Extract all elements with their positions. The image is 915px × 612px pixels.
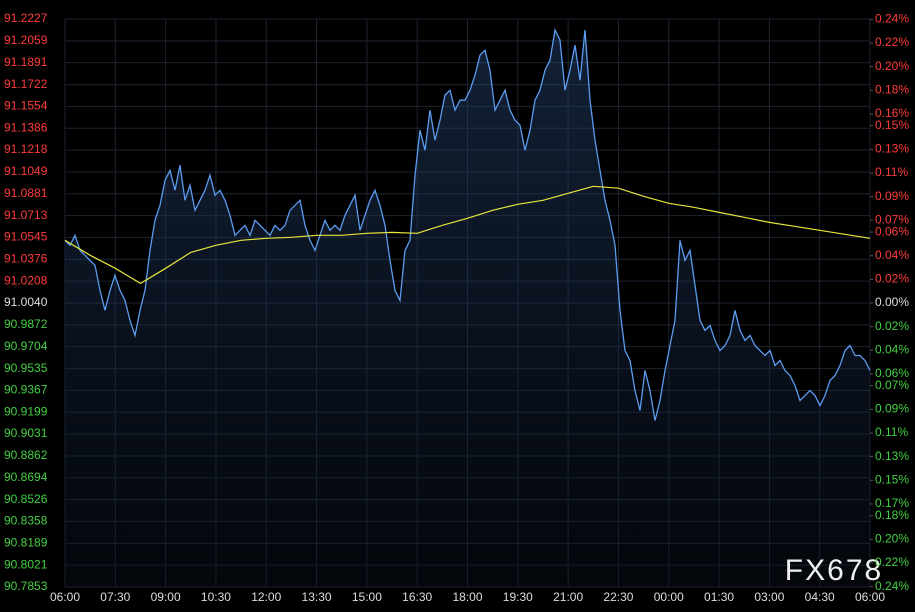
y2-tick-label: 0.06% (875, 366, 909, 380)
y-tick-label: 91.0040 (4, 295, 48, 309)
x-tick-label: 15:00 (352, 590, 382, 604)
y-tick-label: 90.8358 (4, 514, 48, 528)
y-tick-label: 91.0545 (4, 230, 48, 244)
x-tick-label: 03:00 (754, 590, 784, 604)
y-tick-label: 90.8189 (4, 536, 48, 550)
y-tick-label: 91.0376 (4, 252, 48, 266)
y-tick-label: 90.9872 (4, 317, 48, 331)
y2-tick-label: 0.20% (875, 59, 909, 73)
x-tick-label: 12:00 (251, 590, 281, 604)
x-tick-label: 01:30 (704, 590, 734, 604)
x-tick-label: 18:00 (452, 590, 482, 604)
y-tick-label: 90.9704 (4, 339, 48, 353)
y2-tick-label: 0.06% (875, 224, 909, 238)
x-tick-label: 09:00 (151, 590, 181, 604)
x-tick-label: 13:30 (302, 590, 332, 604)
x-tick-label: 00:00 (654, 590, 684, 604)
x-tick-label: 06:00 (50, 590, 80, 604)
price-area (65, 30, 870, 587)
y2-tick-label: 0.16% (875, 106, 909, 120)
x-tick-label: 21:00 (553, 590, 583, 604)
y-tick-label: 91.2227 (4, 11, 48, 25)
y2-tick-label: 0.11% (875, 425, 908, 439)
y2-tick-label: 0.13% (875, 449, 909, 463)
price-line (64, 27, 871, 421)
y-tick-label: 91.0713 (4, 208, 48, 222)
x-tick-label: 22:30 (603, 590, 633, 604)
x-tick-label: 04:30 (805, 590, 835, 604)
y-tick-label: 91.0208 (4, 273, 48, 287)
y-tick-label: 91.1554 (4, 99, 48, 113)
y-tick-label: 91.0881 (4, 186, 48, 200)
y-tick-label: 90.7853 (4, 579, 48, 593)
y2-tick-label: 0.24% (875, 579, 909, 593)
y2-tick-label: 0.04% (875, 248, 909, 262)
y-tick-label: 90.9367 (4, 383, 48, 397)
y-tick-label: 91.1891 (4, 55, 48, 69)
x-tick-label: 06:00 (855, 590, 885, 604)
y2-tick-label: 0.11% (875, 165, 908, 179)
y2-tick-label: 0.22% (875, 555, 909, 569)
y2-tick-label: 0.15% (875, 472, 909, 486)
average-line (64, 185, 871, 285)
y2-tick-label: 0.09% (875, 189, 909, 203)
y2-tick-label: 0.18% (875, 82, 909, 96)
y-tick-label: 91.1722 (4, 77, 48, 91)
y2-tick-label: 0.07% (875, 212, 909, 226)
y-tick-label: 91.1386 (4, 120, 48, 134)
y-tick-label: 91.1218 (4, 142, 48, 156)
y2-tick-label: 0.02% (875, 319, 909, 333)
y2-tick-label: 0.22% (875, 35, 909, 49)
x-tick-label: 19:30 (503, 590, 533, 604)
y-tick-label: 90.8862 (4, 448, 48, 462)
y2-tick-label: 0.17% (875, 496, 909, 510)
y2-tick-label: 0.24% (875, 12, 909, 26)
y-tick-label: 90.9535 (4, 361, 48, 375)
y2-tick-label: 0.13% (875, 142, 909, 156)
y-tick-label: 90.8526 (4, 492, 48, 506)
y2-tick-label: 0.02% (875, 272, 909, 286)
x-tick-label: 16:30 (402, 590, 432, 604)
y-tick-label: 91.1049 (4, 164, 48, 178)
y2-tick-label: 0.15% (875, 118, 909, 132)
y-tick-label: 90.8694 (4, 470, 48, 484)
y-tick-label: 90.8021 (4, 557, 48, 571)
y2-tick-label: 0.20% (875, 532, 909, 546)
x-tick-label: 07:30 (100, 590, 130, 604)
y-tick-label: 90.9199 (4, 404, 48, 418)
y2-tick-label: 0.09% (875, 402, 909, 416)
y2-tick-label: 0.07% (875, 378, 909, 392)
y2-tick-label: 0.04% (875, 342, 909, 356)
y-tick-label: 90.9031 (4, 426, 48, 440)
watermark: FX678 (785, 554, 883, 587)
x-tick-label: 10:30 (201, 590, 231, 604)
y2-tick-label: 0.18% (875, 508, 909, 522)
y-tick-label: 91.2059 (4, 33, 48, 47)
y2-tick-label: 0.00% (875, 295, 909, 309)
